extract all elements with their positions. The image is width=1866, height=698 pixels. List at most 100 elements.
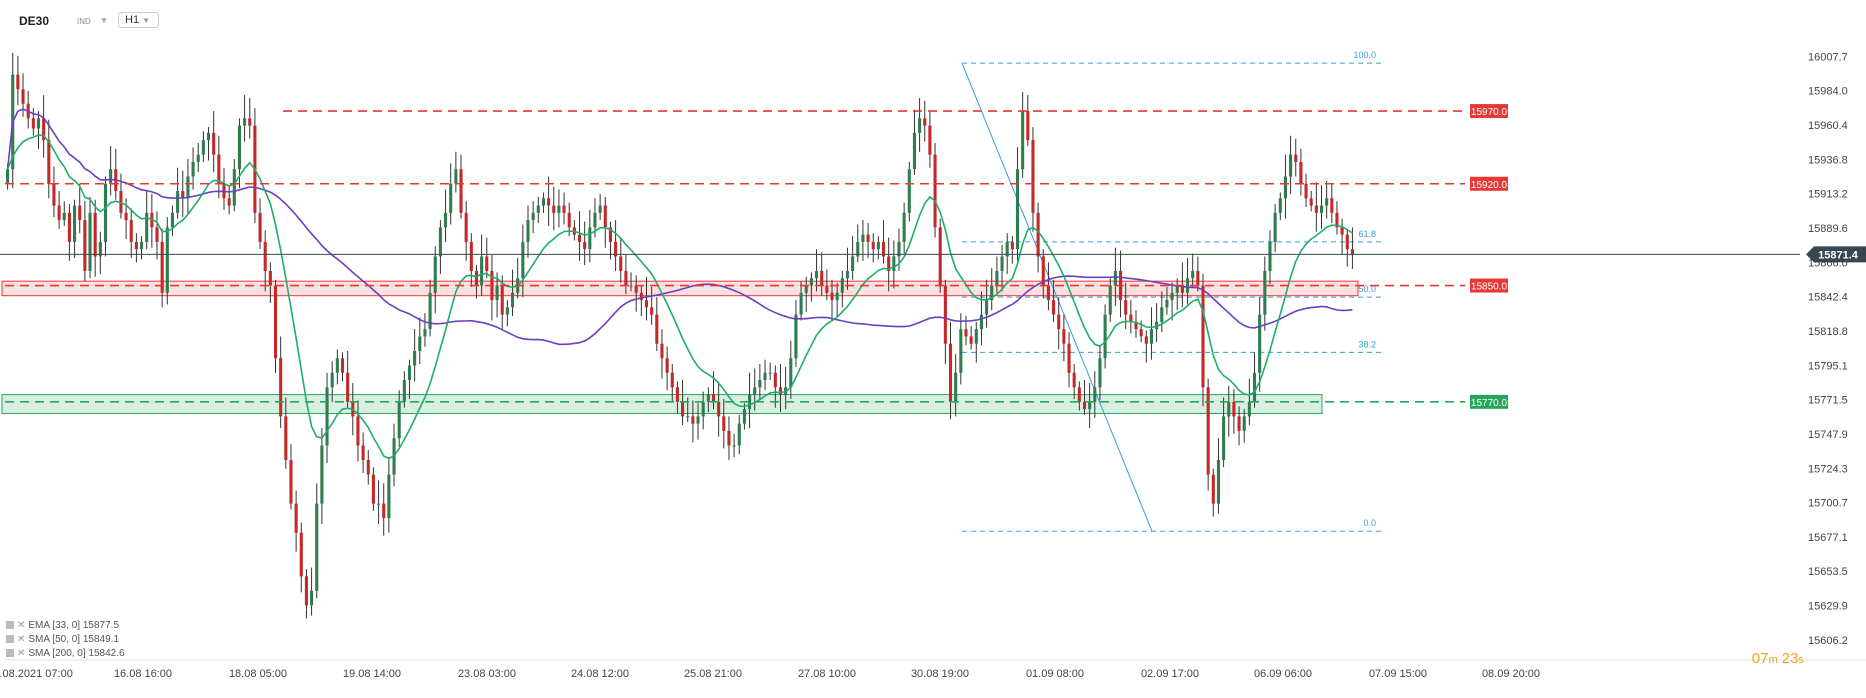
candle-body xyxy=(16,74,20,90)
indicator-settings-icon[interactable] xyxy=(6,621,14,629)
price-level-tag xyxy=(1470,176,1508,191)
candle-body xyxy=(1319,205,1324,213)
candle-body xyxy=(129,220,133,242)
candle-body xyxy=(1041,256,1045,286)
candle-body xyxy=(176,191,180,213)
candle-body xyxy=(567,212,571,228)
candle-body xyxy=(361,445,365,461)
indicator-legend-ema[interactable]: ✕ EMA [33, 0] 15877.5 xyxy=(6,620,119,631)
candle-body xyxy=(1026,111,1030,141)
candle-body xyxy=(1010,241,1014,250)
candle-body xyxy=(634,285,638,293)
close-icon[interactable]: ✕ xyxy=(17,620,26,631)
candle-body xyxy=(1340,227,1344,235)
candle-body xyxy=(1113,270,1117,286)
indicator-settings-icon[interactable] xyxy=(6,649,14,657)
current-price-tag xyxy=(1806,246,1866,263)
candle-body xyxy=(928,125,932,155)
price-level-label: 15770.0 xyxy=(1471,398,1508,409)
candle-body xyxy=(485,256,489,271)
symbol-dropdown-icon[interactable]: ▼ xyxy=(100,16,108,25)
candle-body xyxy=(191,161,195,177)
candle-body xyxy=(1129,314,1133,322)
candle-body xyxy=(845,270,850,279)
indicator-legend-sma200[interactable]: ✕ SMA [200, 0] 15842.6 xyxy=(6,648,125,659)
indicator-settings-icon[interactable] xyxy=(6,635,14,643)
candle-body xyxy=(1180,285,1184,293)
y-tick-label: 15984.0 xyxy=(1808,86,1848,98)
candle-body xyxy=(675,387,679,402)
timeframe-label: H1 xyxy=(125,14,140,26)
candle-body xyxy=(31,118,35,129)
candle-body xyxy=(165,227,169,293)
candle-body xyxy=(1021,111,1025,170)
candle-body xyxy=(1052,300,1056,315)
candle-body xyxy=(1242,416,1246,431)
candle-body xyxy=(727,430,731,446)
candle-body xyxy=(686,416,690,418)
candle-body xyxy=(1160,307,1164,322)
price-level-tag xyxy=(1470,104,1508,119)
x-tick-label: 06.09 06:00 xyxy=(1254,668,1312,680)
candle-body xyxy=(1283,176,1287,199)
indicator-legend-sma50[interactable]: ✕ SMA [50, 0] 15849.1 xyxy=(6,634,119,645)
candle-body xyxy=(670,372,674,388)
candle-body xyxy=(1345,234,1349,250)
candle-body xyxy=(418,336,422,351)
candle-body xyxy=(521,241,525,279)
candle-body xyxy=(330,372,334,388)
y-tick-label: 15842.4 xyxy=(1808,292,1848,304)
candle-body xyxy=(294,503,298,533)
candle-body xyxy=(206,132,211,141)
price-level-label: 15970.0 xyxy=(1471,107,1508,118)
candle-body xyxy=(273,285,278,359)
candle-body xyxy=(1289,154,1293,177)
candle-body xyxy=(346,372,350,402)
candle-body xyxy=(773,372,777,388)
close-icon[interactable]: ✕ xyxy=(17,648,26,659)
candle-body xyxy=(1015,169,1020,250)
candle-body xyxy=(480,256,484,286)
candle-body xyxy=(1098,358,1102,388)
y-tick-label: 15700.7 xyxy=(1808,498,1848,510)
candle-body xyxy=(1062,329,1066,344)
indicator-value: 15849.1 xyxy=(82,634,120,645)
candle-body xyxy=(1227,401,1231,417)
candle-body xyxy=(377,503,381,505)
candle-body xyxy=(897,241,901,257)
candle-body xyxy=(1222,416,1226,461)
candle-body xyxy=(279,358,283,417)
candle-body xyxy=(160,241,164,293)
y-tick-label: 15653.5 xyxy=(1808,566,1848,578)
candle-body xyxy=(1268,241,1272,271)
fib-level-label: 0.0 xyxy=(1363,518,1376,528)
y-tick-label: 15724.3 xyxy=(1808,463,1848,475)
candle-body xyxy=(856,241,860,257)
y-tick-label: 15771.5 xyxy=(1808,395,1848,407)
x-tick-label: 23.08 03:00 xyxy=(458,668,516,680)
candle-body xyxy=(1093,387,1097,402)
y-tick-label: 15747.9 xyxy=(1808,429,1848,441)
candle-body xyxy=(536,205,540,213)
candle-body xyxy=(387,474,391,519)
candle-body xyxy=(758,380,762,388)
candle-body xyxy=(650,307,654,315)
fib-level-label: 100.0 xyxy=(1353,50,1376,60)
close-icon[interactable]: ✕ xyxy=(17,634,26,645)
candle-body xyxy=(237,125,241,170)
indicator-name: SMA [50, 0] xyxy=(28,634,81,645)
x-tick-label: 18.08 05:00 xyxy=(229,668,287,680)
candle-body xyxy=(181,191,185,199)
candle-body xyxy=(1072,372,1076,388)
timeframe-selector[interactable]: H1 ▼ xyxy=(118,12,160,28)
candle-body xyxy=(6,169,10,184)
y-tick-label: 15866.0 xyxy=(1808,257,1848,269)
candle-body xyxy=(1185,278,1190,293)
candle-body xyxy=(696,416,700,424)
candle-body xyxy=(42,118,46,141)
candle-body xyxy=(995,270,999,286)
candle-body xyxy=(1237,416,1241,431)
candle-body xyxy=(737,423,741,446)
candle-body xyxy=(52,183,56,206)
